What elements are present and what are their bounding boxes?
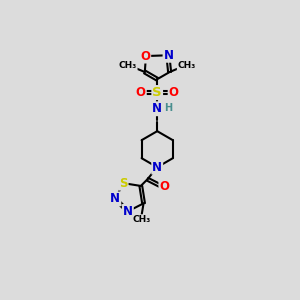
Text: S: S — [119, 177, 128, 190]
Text: CH₃: CH₃ — [133, 215, 151, 224]
Text: S: S — [152, 86, 162, 99]
Text: N: N — [164, 49, 174, 62]
Text: O: O — [169, 86, 178, 99]
Text: O: O — [140, 50, 150, 63]
Text: H: H — [164, 103, 172, 112]
Text: N: N — [123, 205, 133, 218]
Text: CH₃: CH₃ — [178, 61, 196, 70]
Text: O: O — [136, 86, 146, 99]
Text: N: N — [152, 102, 162, 115]
Text: N: N — [110, 192, 120, 206]
Text: O: O — [159, 180, 170, 193]
Text: CH₃: CH₃ — [118, 61, 137, 70]
Text: N: N — [152, 161, 162, 174]
